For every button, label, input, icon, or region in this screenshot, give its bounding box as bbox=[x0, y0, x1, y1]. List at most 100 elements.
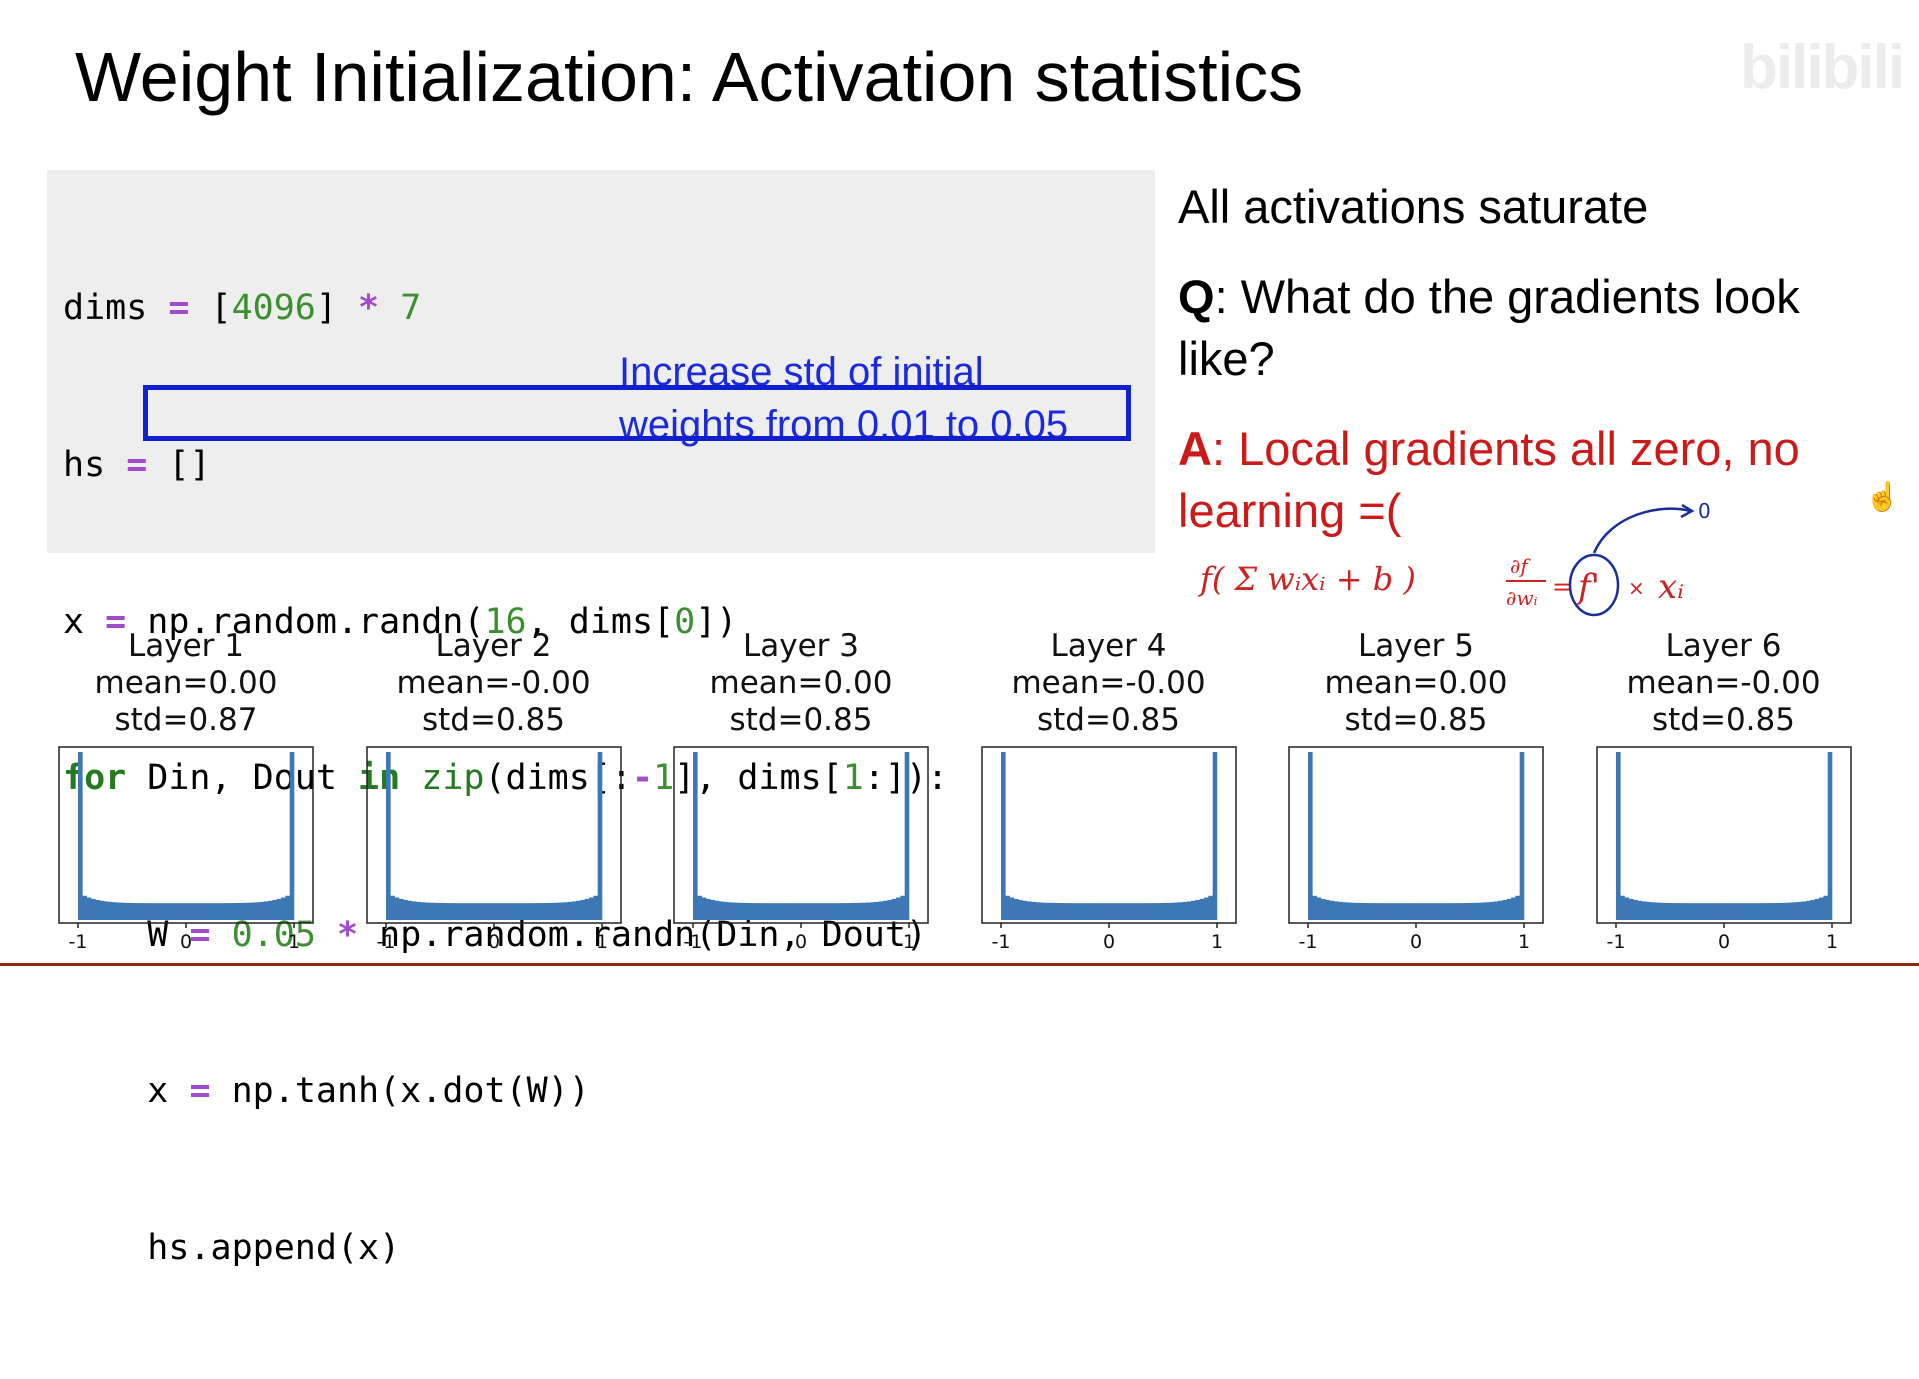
histogram-bar bbox=[181, 903, 187, 920]
histogram-bar bbox=[744, 902, 750, 920]
histogram-panel-4: Layer 4 mean=-0.00 std=0.85 -1 0 1 bbox=[980, 628, 1237, 953]
panel-std: std=0.85 bbox=[422, 702, 565, 738]
histogram-bar bbox=[1467, 902, 1473, 920]
histogram-bar bbox=[727, 902, 733, 920]
histogram-bar bbox=[545, 902, 550, 920]
histogram-bar bbox=[1181, 901, 1187, 920]
histogram-bar bbox=[1637, 900, 1642, 920]
histogram-bar bbox=[160, 903, 165, 920]
histogram-bar bbox=[211, 903, 217, 920]
handwritten-zero: 0 bbox=[1698, 499, 1711, 523]
saturate-note: All activations saturate bbox=[1178, 180, 1649, 233]
histogram-bar bbox=[1472, 902, 1477, 920]
histogram-bar bbox=[78, 752, 83, 920]
histogram-bar bbox=[1060, 903, 1066, 920]
histogram-plot: -1 0 1 bbox=[58, 746, 314, 953]
histogram-bar bbox=[1515, 895, 1520, 920]
histogram-bar bbox=[95, 899, 100, 920]
histogram-bar bbox=[1719, 903, 1724, 920]
histogram-bar bbox=[1316, 897, 1322, 920]
panel-title: Layer 5 bbox=[1357, 628, 1474, 664]
histogram-plot: -1 0 1 bbox=[673, 746, 929, 953]
histogram-bar bbox=[1433, 903, 1438, 920]
histogram-bar bbox=[1338, 901, 1343, 920]
histogram-bar bbox=[1372, 903, 1378, 920]
histogram-bar bbox=[1805, 900, 1811, 920]
histogram-bar bbox=[826, 903, 832, 920]
histogram-bar bbox=[1030, 901, 1036, 920]
plot-frame bbox=[1595, 746, 1852, 924]
histogram-bar bbox=[1801, 901, 1806, 920]
histogram-bar bbox=[1424, 903, 1430, 920]
x-tick-label: 0 bbox=[1717, 931, 1729, 953]
histogram-bar bbox=[1342, 902, 1348, 920]
histogram-bar bbox=[1411, 903, 1417, 920]
histogram-bar bbox=[506, 903, 512, 920]
panel-std: std=0.85 bbox=[729, 702, 873, 738]
histogram-bar bbox=[1017, 899, 1023, 920]
x-tick-label: 1 bbox=[595, 931, 607, 953]
histogram-bar bbox=[1385, 903, 1391, 920]
histogram-bar bbox=[553, 902, 559, 920]
histogram-bar bbox=[1325, 899, 1330, 920]
histogram-bar bbox=[1420, 903, 1425, 920]
panel-mean: mean=0.00 bbox=[709, 665, 893, 701]
x-tick-label: 1 bbox=[1518, 931, 1530, 953]
histogram-bar bbox=[1156, 903, 1161, 920]
histogram-bar bbox=[835, 903, 841, 920]
histogram-bar bbox=[428, 902, 434, 920]
histogram-bar bbox=[1697, 903, 1703, 920]
histogram-bar bbox=[1212, 752, 1217, 920]
histogram-bar bbox=[697, 895, 702, 920]
histogram-bar bbox=[1117, 903, 1122, 920]
histogram-bar bbox=[528, 903, 533, 920]
histogram-panel-1: Layer 1 mean=0.00 std=0.87 -1 0 1 bbox=[58, 628, 314, 953]
histogram-bar bbox=[536, 903, 542, 920]
panel-title: Layer 3 bbox=[742, 628, 859, 664]
histogram-bar bbox=[753, 903, 759, 920]
histogram-bar bbox=[796, 903, 802, 920]
code-block: dims = [4096] * 7 hs = [] x = np.random.… bbox=[47, 170, 1155, 1268]
histogram-bar bbox=[1619, 895, 1625, 920]
plot-frame bbox=[980, 746, 1237, 924]
histogram-bar bbox=[1173, 902, 1178, 920]
panel-titles: Layer 4 mean=-0.00 std=0.85 bbox=[951, 628, 1267, 739]
histogram-bar bbox=[411, 901, 417, 920]
x-tick-label: 1 bbox=[903, 931, 915, 953]
histogram-bar bbox=[103, 901, 109, 920]
histogram-bar bbox=[900, 895, 905, 920]
histogram-bar bbox=[402, 899, 408, 920]
histogram-bar bbox=[458, 903, 464, 920]
histogram-bar bbox=[1099, 903, 1105, 920]
arrow-head bbox=[1680, 503, 1695, 519]
histogram-bar bbox=[723, 901, 728, 920]
histogram-bar bbox=[736, 902, 741, 920]
x-tick-label: 1 bbox=[1825, 931, 1837, 953]
histogram-bar bbox=[1727, 903, 1733, 920]
histogram-bar bbox=[407, 900, 412, 920]
histogram-bar bbox=[575, 900, 581, 920]
panel-mean: mean=0.00 bbox=[1324, 665, 1508, 701]
histogram-bar bbox=[207, 903, 213, 920]
histogram-bar bbox=[510, 903, 516, 920]
histogram-bar bbox=[1632, 899, 1638, 920]
histogram-bar bbox=[90, 898, 96, 920]
histogram-bar bbox=[1052, 902, 1057, 920]
histogram-bar bbox=[896, 897, 901, 920]
histogram-bar bbox=[420, 902, 425, 920]
histogram-bar bbox=[398, 898, 404, 920]
histogram-bar bbox=[792, 903, 797, 920]
histogram-bar bbox=[1168, 902, 1174, 920]
histogram-plot: -1 0 1 bbox=[1595, 746, 1852, 953]
histogram-row: Layer 1 mean=0.00 std=0.87 -1 0 1 Layer 2 mean=… bbox=[58, 628, 1858, 953]
handwritten-partial-num: ∂f bbox=[1510, 554, 1531, 578]
histogram-bar bbox=[844, 903, 849, 920]
histogram-bar bbox=[1502, 899, 1508, 920]
histogram-bar bbox=[1143, 903, 1148, 920]
histogram-bar bbox=[1359, 902, 1365, 920]
histogram-bar bbox=[1355, 902, 1361, 920]
panel-title: Layer 1 bbox=[127, 628, 244, 664]
x-tick-label: 0 bbox=[1410, 931, 1422, 953]
histogram-bar bbox=[779, 903, 785, 920]
histogram-bar bbox=[255, 902, 260, 920]
